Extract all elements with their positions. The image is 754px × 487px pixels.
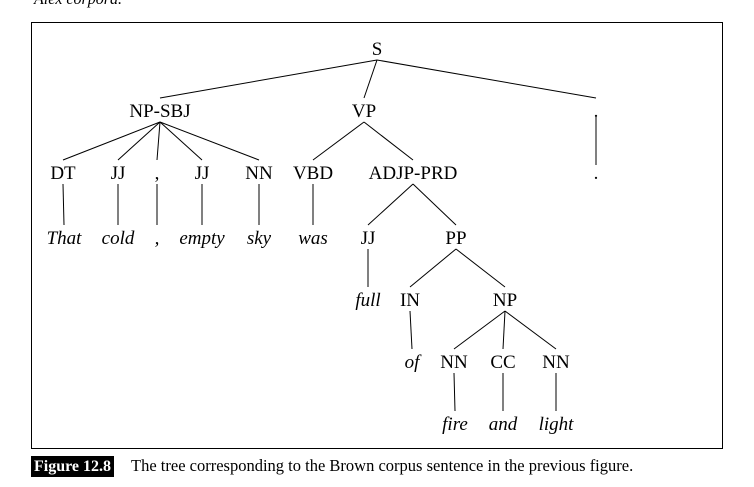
word-w-and: and — [489, 414, 518, 435]
node-cc: CC — [490, 352, 515, 373]
word-w-light: light — [539, 414, 575, 435]
edge-np-sbj-to-comma-tag — [156, 121, 161, 161]
caption-text: The tree corresponding to the Brown corp… — [131, 456, 634, 475]
edge-nn2-to-w-fire — [453, 372, 456, 412]
node-comma-tag: , — [155, 163, 160, 184]
edge-np-to-nn3 — [504, 310, 557, 350]
edge-dt-to-w-that — [62, 183, 65, 226]
word-w-empty: empty — [179, 228, 225, 249]
word-w-that: That — [47, 228, 83, 249]
word-w-full: full — [355, 290, 380, 311]
node-dt: DT — [50, 163, 76, 184]
word-w-sky: sky — [247, 228, 272, 249]
node-vp: VP — [352, 101, 376, 122]
edge-adjp-prd-to-jj3 — [367, 183, 414, 226]
edge-np-sbj-to-jj2 — [159, 121, 203, 161]
edge-in-to-w-of — [409, 310, 413, 350]
node-adjp-prd: ADJP-PRD — [369, 163, 458, 184]
edge-adjp-prd-to-pp — [412, 183, 457, 226]
figure-caption: Figure 12.8 The tree corresponding to th… — [31, 455, 633, 477]
edge-s-to-period-top — [376, 59, 597, 99]
figure-label: Figure 12.8 — [31, 455, 115, 477]
node-vbd: VBD — [293, 163, 333, 184]
node-pp: PP — [445, 228, 466, 249]
word-w-fire: fire — [442, 414, 468, 435]
node-s: S — [372, 39, 383, 60]
edge-np-sbj-to-nn1 — [159, 121, 260, 161]
edge-s-to-np-sbj — [159, 59, 378, 99]
tree-nodes: S NP-SBJ VP . DT JJ, JJ NN VBD ADJP-PRD . That cold,… — [47, 39, 599, 435]
edge-pp-to-in — [409, 248, 457, 288]
node-jj2: JJ — [195, 163, 210, 184]
node-period-leaf: . — [594, 163, 599, 184]
edge-np-to-nn2 — [453, 310, 506, 350]
edge-np-to-cc — [502, 310, 506, 350]
node-in: IN — [400, 290, 420, 311]
node-jj3: JJ — [361, 228, 376, 249]
word-w-comma: , — [155, 228, 160, 249]
node-period-top: . — [594, 101, 599, 122]
node-nn3: NN — [542, 352, 570, 373]
edge-np-sbj-to-jj1 — [117, 121, 161, 161]
node-nn1: NN — [245, 163, 273, 184]
word-w-cold: cold — [102, 228, 135, 249]
figure-frame — [31, 22, 723, 449]
edge-vp-to-adjp-prd — [363, 121, 414, 161]
word-w-of: of — [405, 352, 423, 373]
node-nn2: NN — [440, 352, 468, 373]
top-cut-text: Alex corpora. — [34, 0, 122, 9]
word-w-was: was — [298, 228, 328, 249]
tree-edges — [62, 59, 597, 412]
edge-pp-to-np — [455, 248, 506, 288]
edge-vp-to-vbd — [312, 121, 365, 161]
node-jj1: JJ — [111, 163, 126, 184]
edge-s-to-vp — [363, 59, 378, 99]
node-np: NP — [493, 290, 517, 311]
edge-np-sbj-to-dt — [62, 121, 161, 161]
node-np-sbj: NP-SBJ — [129, 101, 190, 122]
